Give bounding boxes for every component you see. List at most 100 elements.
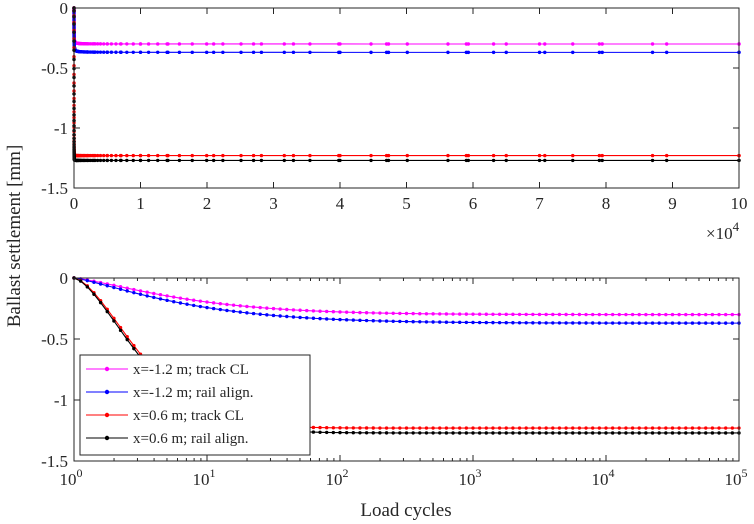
bottom-series-point-0	[424, 312, 429, 316]
top-series-point-1	[491, 50, 496, 55]
bottom-series-point-1	[477, 320, 482, 325]
bottom-series-point-0	[584, 312, 588, 317]
bottom-series-point-1	[325, 317, 329, 321]
bottom-series-point-1	[531, 321, 535, 325]
bottom-series-point-0	[371, 311, 375, 315]
legend-label-1: x=-1.2 m; rail align.	[133, 385, 254, 401]
bottom-series-point-1	[544, 321, 548, 325]
bottom-series-point-1	[165, 298, 169, 303]
bottom-x-ticks: 100 101 102 103 104 105	[60, 278, 748, 489]
top-series-point-0	[597, 42, 602, 46]
bottom-series-point-2	[511, 426, 515, 430]
bottom-series-point-1	[471, 320, 475, 325]
top-series-point-0	[211, 42, 216, 46]
bottom-series-point-1	[331, 317, 336, 321]
bottom-series-point-1	[251, 311, 256, 316]
bottom-series-point-2	[364, 426, 369, 430]
top-series-point-0	[446, 42, 450, 46]
bottom-series-point-1	[112, 285, 116, 290]
bottom-series-point-3	[551, 431, 555, 435]
top-series-point-0	[386, 42, 391, 46]
top-series-point-3	[650, 158, 655, 163]
top-series-point-3	[204, 158, 209, 163]
bottom-series-point-0	[650, 312, 655, 317]
bottom-series-point-2	[431, 426, 435, 430]
bottom-series-point-0	[132, 287, 136, 292]
bottom-series-point-1	[305, 316, 309, 320]
bottom-series-point-0	[471, 312, 475, 316]
top-series-point-2	[211, 153, 216, 158]
bottom-series-point-3	[497, 431, 502, 435]
top-ytick-label: 0	[60, 0, 69, 18]
bottom-series-point-3	[650, 431, 655, 435]
bottom-series-point-0	[697, 312, 701, 317]
bottom-axes-box	[73, 277, 740, 462]
bottom-series-point-0	[571, 312, 575, 317]
top-series-point-1	[211, 50, 216, 55]
bottom-series-point-1	[704, 321, 708, 325]
bottom-series-point-3	[325, 430, 329, 435]
bottom-series-point-3	[657, 431, 661, 435]
bottom-series-point-3	[364, 431, 369, 435]
top-series-point-2	[446, 153, 450, 158]
bottom-series-point-1	[418, 320, 422, 324]
bottom-series-point-2	[690, 426, 695, 430]
top-series-point-3	[146, 158, 151, 163]
bottom-series-point-1	[291, 315, 296, 319]
top-series-point-0	[125, 42, 129, 46]
bottom-series-point-3	[358, 431, 362, 435]
top-series-point-3	[156, 158, 160, 163]
bottom-series-point-3	[404, 431, 409, 435]
top-series-point-2	[109, 153, 114, 158]
bottom-series-point-1	[398, 319, 402, 324]
bottom-series-point-1	[338, 317, 342, 322]
bottom-series-point-1	[311, 316, 316, 320]
bottom-series-point-0	[577, 312, 582, 317]
bottom-series-point-3	[391, 431, 395, 435]
bottom-series-point-2	[657, 426, 661, 430]
bottom-series-point-2	[497, 426, 502, 430]
top-series-point-2	[131, 153, 135, 158]
bottom-series-point-2	[344, 426, 349, 430]
bottom-series-point-2	[325, 425, 329, 430]
top-series-point-1	[650, 50, 655, 55]
bottom-series-point-0	[305, 308, 309, 313]
bottom-series-point-0	[444, 312, 449, 316]
bottom-series-point-1	[238, 310, 242, 314]
top-series-point-1	[466, 50, 471, 55]
bottom-series-point-2	[637, 426, 641, 430]
top-series-point-3	[491, 158, 496, 163]
bottom-series-point-2	[537, 426, 542, 430]
bottom-series-point-2	[411, 426, 415, 430]
bottom-series-point-1	[152, 295, 156, 300]
top-series-point-2	[138, 153, 143, 158]
bottom-series-point-3	[112, 319, 116, 323]
top-series-point-0	[338, 42, 342, 46]
top-series-point-3	[571, 158, 575, 163]
bottom-series-point-1	[145, 294, 149, 298]
top-series-point-2	[146, 153, 151, 158]
bottom-series-point-3	[118, 328, 123, 333]
top-series-point-1	[95, 50, 100, 54]
bottom-series-point-1	[484, 320, 488, 325]
bottom-series-point-3	[717, 431, 721, 435]
bottom-xtick-label: 104	[592, 466, 615, 489]
bottom-series-point-2	[564, 426, 568, 430]
bottom-series-point-1	[564, 321, 568, 325]
bottom-series-point-1	[444, 320, 449, 324]
top-series-point-1	[114, 50, 118, 54]
bottom-y-ticks: 0 -0.5 -1 -1.5	[41, 269, 739, 471]
bottom-series-point-3	[724, 431, 728, 435]
bottom-series-point-1	[132, 290, 136, 295]
bottom-series-point-1	[630, 321, 635, 325]
top-series-point-0	[282, 42, 286, 46]
bottom-series-point-0	[484, 312, 488, 316]
top-series-point-1	[138, 50, 143, 54]
bottom-series-point-0	[311, 309, 316, 313]
bottom-series-point-0	[158, 293, 163, 297]
top-series-point-0	[251, 42, 256, 46]
bottom-series-point-2	[484, 426, 488, 430]
bottom-series-point-2	[311, 425, 316, 430]
bottom-xtick-label: 103	[459, 466, 482, 489]
bottom-series-point-1	[464, 320, 469, 325]
